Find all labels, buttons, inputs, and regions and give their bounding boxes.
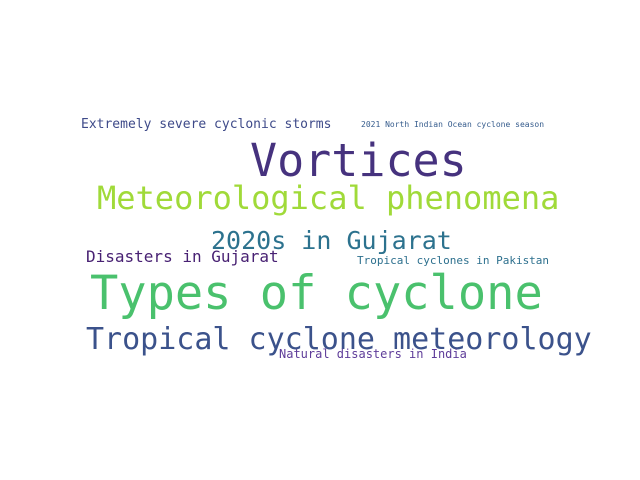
word-extremely-severe-cyclonic-storms: Extremely severe cyclonic storms [81,117,332,132]
word-2021-north-indian-ocean-cyclone-season: 2021 North Indian Ocean cyclone season [361,120,545,129]
word-meteorological-phenomena: Meteorological phenomena [97,179,560,217]
word-vortices: Vortices [250,134,467,187]
word-tropical-cyclones-in-pakistan: Tropical cyclones in Pakistan [357,254,550,267]
word-2020s-in-gujarat: 2020s in Gujarat [211,226,452,255]
word-types-of-cyclone: Types of cyclone [90,266,543,321]
word-natural-disasters-in-india: Natural disasters in India [279,347,467,361]
word-tropical-cyclone-meteorology: Tropical cyclone meteorology [86,322,592,357]
word-disasters-in-gujarat: Disasters in Gujarat [86,247,279,266]
